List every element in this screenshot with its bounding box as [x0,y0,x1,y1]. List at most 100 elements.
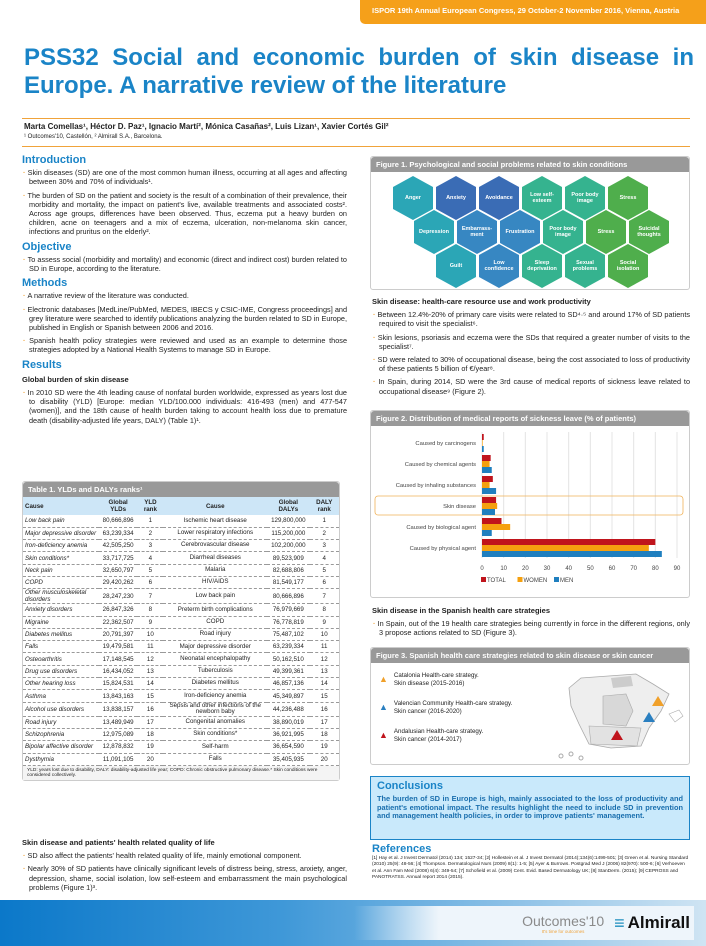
table-cell: 5 [309,564,339,577]
table-cell: 89,523,909 [267,551,310,565]
bar-total [482,476,493,482]
x-tick-label: 50 [587,566,594,572]
table-cell: 20,791,397 [98,628,138,642]
column-header: Cause [163,497,268,515]
spanish-strategies-section: Skin disease in the Spanish health care … [372,601,690,642]
table-cell: 17 [309,716,339,729]
affiliations: ¹ Outcomes'10, Castellón, ² Almirall S.A… [24,134,163,140]
valencia-marker [643,712,655,722]
table-cell: Cerebrovascular disease [163,539,268,553]
ranks-table: Cause Global YLDs YLD rank Cause Global DALY… [23,497,339,766]
table-cell: 11,091,105 [98,753,138,766]
triangle-icon: ▲ [379,729,388,740]
strategy-name: Valencian Community Health-care strategy… [393,700,513,707]
bullet: SD were related to 30% of occupational d… [372,355,691,373]
bullet: Skin lesions, psoriasis and eczema were … [372,333,690,351]
table-cell: Major depressive disorder [163,640,268,654]
table-cell: Low back pain [163,588,268,605]
table-cell: 16,434,052 [98,665,138,679]
bar-women [482,461,490,467]
table-cell: Other hearing loss [23,677,99,691]
strategy-item: ▲ Valencian Community Health-care strateg… [379,700,512,715]
authors: Marta Comellas¹, Héctor D. Paz¹, Ignacio… [24,122,389,131]
table-cell: 10 [137,628,164,642]
table-cell: Road injury [163,628,268,642]
table-cell: 13,843,163 [98,689,138,703]
bar-women [482,440,483,446]
x-tick-label: 60 [609,566,616,572]
legend-swatch [481,577,486,582]
table-cell: 13 [309,665,339,679]
bar-total [482,434,484,440]
table-row: Osteoarthritis 17,148,545 12 Neonatal encep… [23,652,339,666]
table-cell: Other musculoskeletal disorders [23,588,99,605]
hexagon-sexual-problems: Sexual problems [565,244,605,288]
table-row: Skin conditions* 33,717,725 4 Diarrheal dis… [23,551,339,565]
table-cell: 18 [137,728,164,742]
table-row: Road injury 13,489,949 17 Congenital anomal… [23,716,339,729]
subheading: Skin disease: health-care resource use a… [372,297,591,306]
table-cell: Iron-deficiency anemia [163,689,268,703]
bullet: In Spain, out of the 19 health care stra… [372,619,690,637]
x-tick-label: 40 [565,566,572,572]
table-cell: Sepsis and other infections of the newbo… [163,702,268,717]
footer-logos: Outcomes'10 It's time for outcomes ≡ Alm… [354,906,694,940]
table-cell: 3 [309,539,339,553]
category-label: Caused by physical agent [410,546,477,552]
table-cell: Anxiety disorders [23,603,99,617]
results-heading: Results [22,358,62,371]
bullet: Nearly 30% of SD patients have clinicall… [22,864,347,892]
table-row: Dysthymia 11,091,105 20 Falls 35,405,935 20 [23,753,339,766]
table-cell: 2 [309,527,339,541]
bullet: Electronic databases [MedLine/PubMed, ME… [22,305,347,333]
table-cell: Diabetes mellitus [163,677,268,691]
table-cell: 32,650,797 [98,564,138,577]
table-cell: 9 [309,616,339,629]
table-cell: 76,979,669 [267,603,310,617]
x-tick-label: 10 [500,566,507,572]
table-cell: 6 [309,576,339,590]
table-cell: 80,666,896 [98,515,138,528]
legend-swatch [554,577,559,582]
table-cell: 7 [137,588,164,605]
table-cell: COPD [163,616,268,629]
hexagon-embarrass-ment: Embarrass-ment [457,210,497,254]
conclusions-heading: Conclusions [377,780,444,792]
bar-men [482,530,492,536]
table-cell: 36,654,590 [267,740,310,754]
bar-men [482,467,492,473]
table-cell: Asthma [23,689,99,703]
table-cell: Lower respiratory infections [163,527,268,541]
table-row: Diabetes mellitus 20,791,397 10 Road injury… [23,628,339,642]
resource-use-section: Skin disease: health-care resource use a… [372,292,690,400]
bullet: Skin diseases (SD) are one of the most c… [22,168,347,186]
x-tick-label: 80 [652,566,659,572]
x-tick-label: 0 [480,566,484,572]
table-row: Asthma 13,843,163 15 Iron-deficiency anemia… [23,689,339,703]
hexagon-poor-body-image: Poor body image [565,176,605,220]
objective-heading: Objective [22,240,72,253]
subheading: Skin disease in the Spanish health care … [372,606,550,615]
triangle-icon: ▲ [379,701,388,712]
table-cell: 80,666,896 [267,588,310,605]
table-cell: 46,857,136 [267,677,310,691]
x-tick-label: 20 [522,566,529,572]
table-cell: 5 [137,564,164,577]
subheading: Skin disease and patients' health relate… [22,838,215,847]
bar-women [482,524,511,530]
table-cell: 20 [137,753,164,766]
table-cell: 35,405,935 [267,753,310,766]
table-cell: Falls [163,753,268,766]
table-cell: 16 [309,702,339,717]
table-cell: 76,778,819 [267,616,310,629]
table-row: Migraine 22,362,507 9 COPD 76,778,819 9 [23,616,339,629]
table-cell: Alcohol use disorders [23,702,99,717]
strategy-name: Catalonia Health-care strategy. [393,672,479,679]
hexagon-sleep-deprivation: Sleep deprivation [522,244,562,288]
table-cell: 8 [137,603,164,617]
left-column: Introduction Skin diseases (SD) are one … [22,150,347,429]
figure-1: Figure 1. Psychological and social probl… [370,156,690,290]
qol-section: Skin disease and patients' health relate… [22,833,347,896]
table-cell: Falls [23,640,99,654]
table-cell: 19 [309,740,339,754]
